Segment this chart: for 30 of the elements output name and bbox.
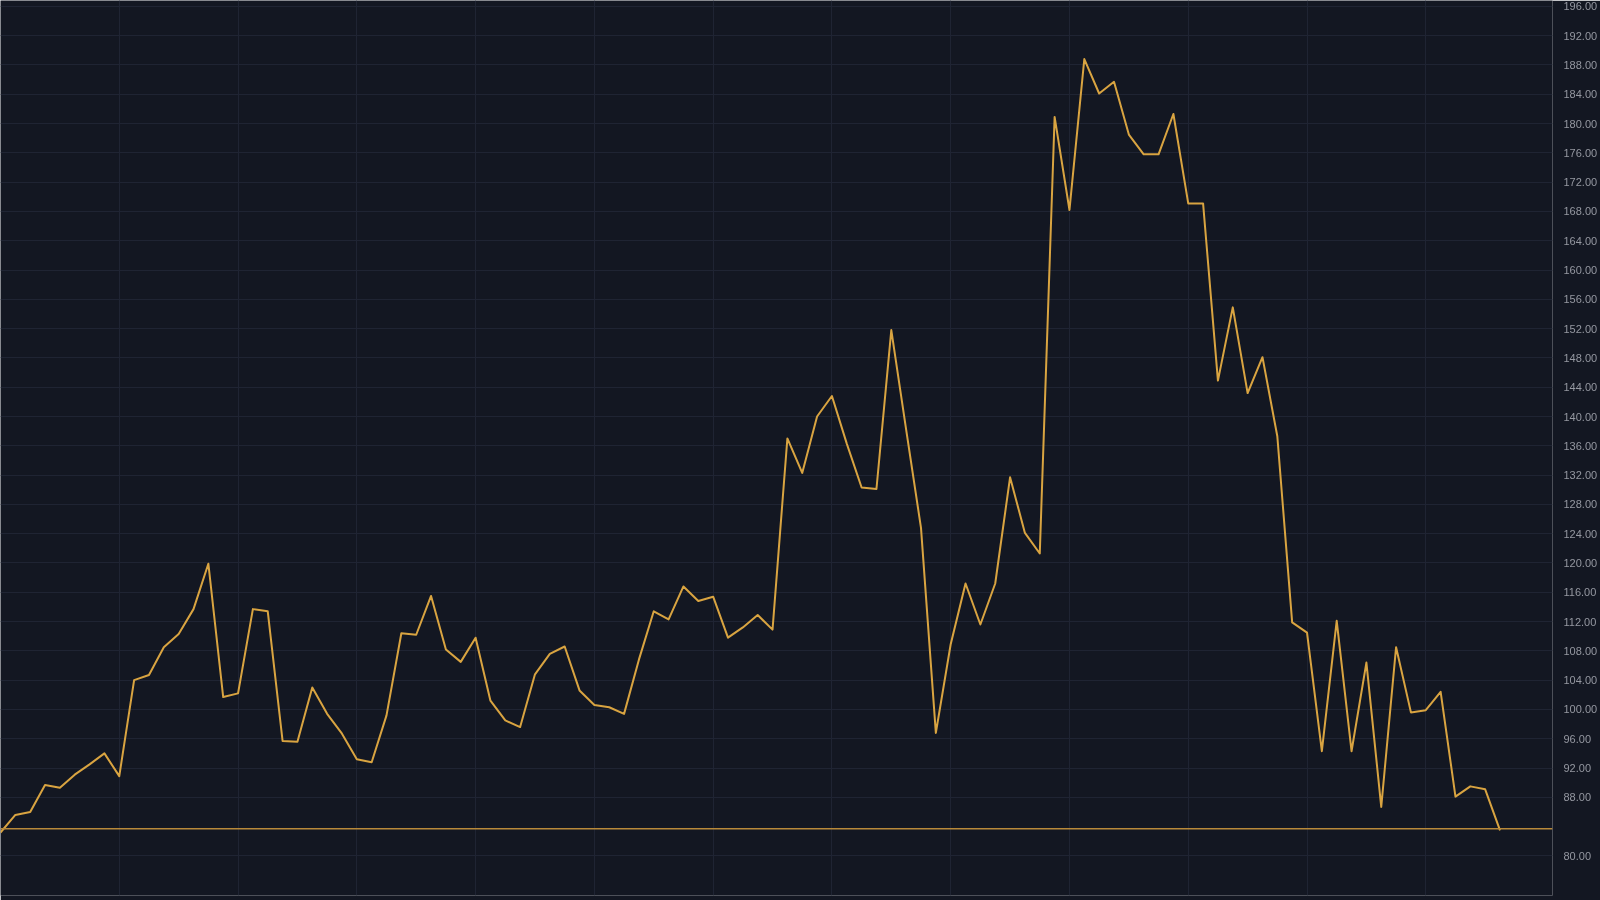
y-tick-label: 144.00 [1563, 381, 1598, 394]
y-tick-label: 192.00 [1563, 29, 1598, 42]
y-tick-label: 128.00 [1563, 498, 1598, 511]
y-tick-label: 120.00 [1563, 556, 1598, 569]
y-tick-label: 148.00 [1563, 351, 1598, 364]
y-tick-label: 164.00 [1563, 234, 1598, 247]
y-tick-label: 88.00 [1563, 791, 1592, 804]
y-tick-label: 136.00 [1563, 439, 1598, 452]
y-tick-label: 160.00 [1563, 264, 1598, 277]
y-tick-label: 112.00 [1563, 615, 1597, 628]
y-tick-label: 188.00 [1563, 58, 1598, 71]
y-tick-label: 140.00 [1563, 410, 1598, 423]
y-tick-label: 156.00 [1563, 293, 1598, 306]
y-tick-label: 92.00 [1563, 762, 1592, 775]
y-tick-label: 96.00 [1563, 732, 1592, 745]
y-tick-label: 196.00 [1563, 0, 1598, 13]
y-tick-label: 100.00 [1563, 703, 1598, 716]
y-tick-label: 132.00 [1563, 469, 1598, 482]
y-tick-label: 124.00 [1563, 527, 1598, 540]
y-tick-label: 184.00 [1563, 88, 1598, 101]
y-tick-label: 168.00 [1563, 205, 1598, 218]
y-tick-label: 176.00 [1563, 146, 1598, 159]
y-tick-label: 116.00 [1563, 586, 1597, 599]
y-tick-label: 108.00 [1563, 644, 1598, 657]
y-tick-label: 152.00 [1563, 322, 1598, 335]
y-tick-label: 180.00 [1563, 117, 1598, 130]
y-tick-label: 172.00 [1563, 176, 1598, 189]
y-tick-label: 104.00 [1563, 674, 1598, 687]
y-tick-label: 80.00 [1563, 849, 1592, 862]
line-series [0, 58, 1502, 834]
